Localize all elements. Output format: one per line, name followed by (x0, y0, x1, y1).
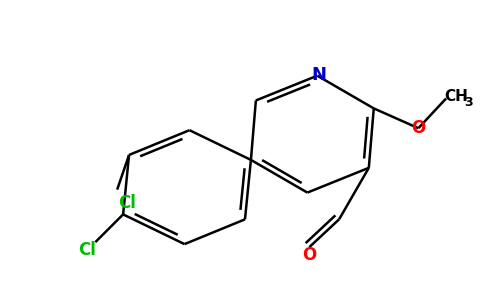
Text: Cl: Cl (118, 194, 136, 212)
Text: N: N (312, 66, 327, 84)
Text: 3: 3 (464, 96, 472, 109)
Text: O: O (302, 246, 317, 264)
Text: Cl: Cl (78, 241, 96, 259)
Text: O: O (411, 119, 425, 137)
Text: CH: CH (444, 89, 468, 104)
